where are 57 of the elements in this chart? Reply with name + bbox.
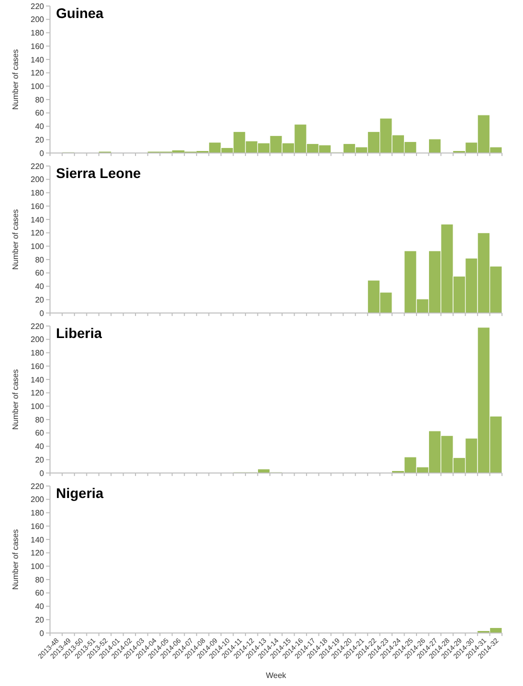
y-tick-label: 100 bbox=[30, 562, 45, 571]
y-tick-label: 160 bbox=[30, 362, 45, 371]
y-tick-label: 40 bbox=[35, 282, 45, 292]
y-tick-label: 180 bbox=[30, 188, 45, 198]
y-tick-label: 60 bbox=[35, 108, 45, 118]
chart-title: Nigeria bbox=[56, 485, 104, 501]
chart-title: Sierra Leone bbox=[56, 165, 142, 181]
chart-title: Guinea bbox=[56, 5, 104, 21]
y-tick-label: 0 bbox=[40, 468, 45, 478]
y-tick-label: 20 bbox=[35, 135, 45, 144]
y-tick-label: 200 bbox=[30, 15, 45, 24]
chart-title: Liberia bbox=[56, 325, 102, 341]
y-tick-label: 100 bbox=[30, 242, 45, 251]
y-tick-label: 220 bbox=[30, 322, 45, 331]
y-tick-label: 160 bbox=[30, 42, 45, 51]
y-tick-label: 140 bbox=[30, 55, 45, 64]
y-tick-label: 80 bbox=[35, 255, 45, 264]
y-tick-label: 40 bbox=[35, 122, 45, 132]
y-tick-label: 80 bbox=[35, 415, 45, 424]
y-tick-label: 160 bbox=[30, 202, 45, 211]
y-tick-label: 220 bbox=[30, 482, 45, 491]
y-tick-label: 60 bbox=[35, 428, 45, 438]
y-tick-label: 40 bbox=[35, 602, 45, 612]
y-tick-label: 0 bbox=[40, 628, 45, 638]
y-tick-label: 40 bbox=[35, 442, 45, 452]
y-axis-title: Number of cases bbox=[11, 369, 20, 430]
y-tick-label: 180 bbox=[30, 28, 45, 38]
y-tick-label: 0 bbox=[40, 308, 45, 318]
y-tick-label: 200 bbox=[30, 495, 45, 504]
x-axis-title: Week bbox=[266, 671, 288, 680]
y-tick-label: 80 bbox=[35, 95, 45, 104]
y-tick-label: 120 bbox=[30, 388, 45, 398]
y-tick-label: 160 bbox=[30, 522, 45, 531]
y-tick-label: 100 bbox=[30, 402, 45, 411]
y-tick-label: 0 bbox=[40, 148, 45, 158]
y-tick-label: 140 bbox=[30, 535, 45, 544]
y-tick-label: 180 bbox=[30, 508, 45, 518]
y-tick-label: 220 bbox=[30, 162, 45, 171]
y-tick-label: 120 bbox=[30, 548, 45, 558]
y-tick-label: 80 bbox=[35, 575, 45, 584]
y-tick-label: 20 bbox=[35, 615, 45, 624]
y-axis-title: Number of cases bbox=[11, 209, 20, 270]
y-tick-label: 120 bbox=[30, 68, 45, 78]
y-axis-title: Number of cases bbox=[11, 49, 20, 110]
y-tick-label: 20 bbox=[35, 455, 45, 464]
y-tick-label: 200 bbox=[30, 175, 45, 184]
y-tick-label: 200 bbox=[30, 335, 45, 344]
y-tick-label: 60 bbox=[35, 268, 45, 278]
y-tick-label: 140 bbox=[30, 215, 45, 224]
y-tick-label: 180 bbox=[30, 348, 45, 358]
y-tick-label: 60 bbox=[35, 588, 45, 598]
y-tick-label: 100 bbox=[30, 82, 45, 91]
y-axis-title: Number of cases bbox=[11, 529, 20, 590]
y-tick-label: 120 bbox=[30, 228, 45, 238]
y-tick-label: 20 bbox=[35, 295, 45, 304]
y-tick-label: 140 bbox=[30, 375, 45, 384]
y-tick-label: 220 bbox=[30, 2, 45, 11]
